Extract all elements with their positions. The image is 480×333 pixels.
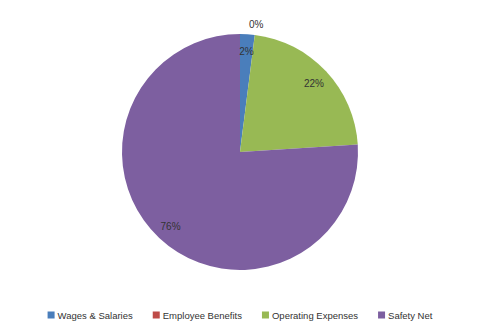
data-label: 22%	[304, 78, 324, 89]
slice	[122, 34, 358, 270]
legend-label: Operating Expenses	[272, 310, 358, 321]
legend-swatch	[262, 312, 269, 319]
legend-label: Safety Net	[388, 310, 433, 321]
slices	[122, 34, 358, 270]
data-label: 76%	[161, 221, 181, 232]
slice	[240, 35, 358, 152]
data-label: 0%	[249, 19, 264, 30]
legend-swatch	[48, 312, 55, 319]
legend-swatch	[378, 312, 385, 319]
data-label: 2%	[239, 46, 254, 57]
legend: Wages & Salaries Employee Benefits Operati…	[48, 310, 433, 321]
legend-label: Employee Benefits	[163, 310, 242, 321]
legend-label: Wages & Salaries	[58, 310, 133, 321]
chart: 2% 0% 22% 76% Wages & Salaries Employee Benef…	[0, 0, 480, 333]
legend-swatch	[153, 312, 160, 319]
